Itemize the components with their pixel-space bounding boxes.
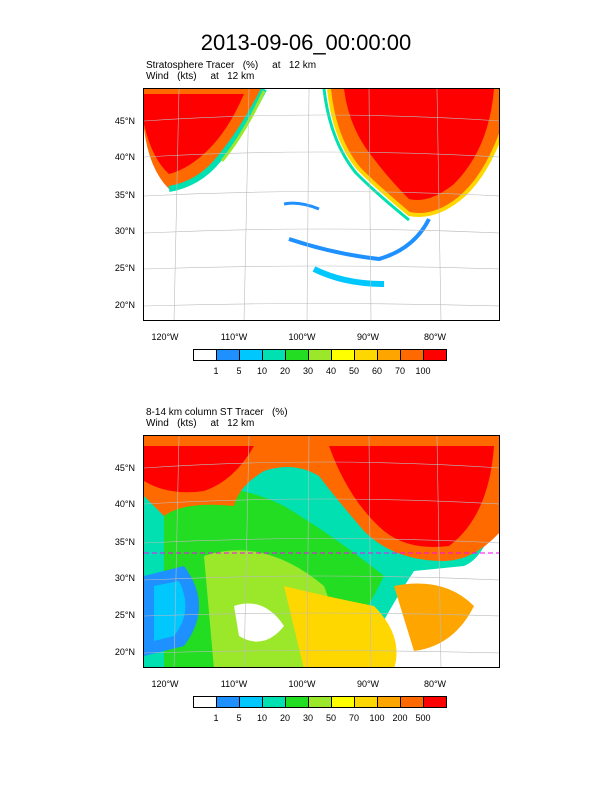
panel1-lon-120: 120°W — [151, 332, 179, 342]
colorbar-tick-label: 50 — [325, 713, 336, 723]
panel1-title-line1: Stratosphere Tracer (%) at 12 km — [146, 60, 317, 71]
colorbar-tick-label: 200 — [392, 713, 408, 723]
panel1-map — [143, 88, 500, 321]
panel2-lat-25: 25°N — [114, 610, 135, 620]
panel2-lon-90: 90°W — [356, 679, 380, 689]
main-title: 2013-09-06_00:00:00 — [200, 30, 412, 55]
panel1-lon-90: 90°W — [356, 332, 380, 342]
colorbar-box — [239, 349, 263, 361]
colorbar-tick-label: 70 — [348, 713, 359, 723]
colorbar-tick-label: 40 — [325, 366, 336, 376]
panel1-lat-45: 45°N — [114, 116, 135, 126]
colorbar-box — [400, 696, 424, 708]
panel1-lat-20: 20°N — [114, 300, 135, 310]
colorbar-box — [377, 696, 401, 708]
colorbar-tick-label: 5 — [236, 366, 242, 376]
colorbar-box — [354, 349, 378, 361]
colorbar-box — [331, 349, 355, 361]
colorbar-box — [423, 696, 447, 708]
colorbar-tick-label: 30 — [302, 713, 313, 723]
colorbar-tick-label: 50 — [348, 366, 359, 376]
colorbar-tick-label: 5 — [236, 713, 242, 723]
colorbar-box — [400, 349, 424, 361]
panel2-lat-35: 35°N — [114, 537, 135, 547]
panel1-lat-35: 35°N — [114, 190, 135, 200]
colorbar-box — [423, 349, 447, 361]
panel2-map — [143, 435, 500, 668]
colorbar-tick-label: 20 — [279, 713, 290, 723]
colorbar-tick-label: 20 — [279, 366, 290, 376]
panel2-lat-20: 20°N — [114, 647, 135, 657]
colorbar-box — [377, 349, 401, 361]
panel2-lat-45: 45°N — [114, 463, 135, 473]
colorbar-tick-label: 30 — [302, 366, 313, 376]
panel1-map-svg — [144, 89, 499, 320]
colorbar-box — [308, 696, 332, 708]
colorbar-box — [262, 696, 286, 708]
colorbar-box — [285, 696, 309, 708]
colorbar-tick-label: 500 — [415, 713, 431, 723]
colorbar-box — [193, 696, 217, 708]
colorbar-tick-label: 100 — [415, 366, 431, 376]
panel1-lon-80: 80°W — [423, 332, 447, 342]
panel2-title-line2: Wind (kts) at 12 km — [146, 418, 255, 429]
panel2-lat-40: 40°N — [114, 499, 135, 509]
panel2-lon-100: 100°W — [288, 679, 316, 689]
panel1-lat-40: 40°N — [114, 152, 135, 162]
colorbar-tick-label: 70 — [394, 366, 405, 376]
colorbar-box — [216, 696, 240, 708]
colorbar-tick-label: 1 — [213, 713, 219, 723]
colorbar-box — [262, 349, 286, 361]
panel2-lat-30: 30°N — [114, 573, 135, 583]
panel2-lon-120: 120°W — [151, 679, 179, 689]
colorbar-box — [193, 349, 217, 361]
panel2-title-line1: 8-14 km column ST Tracer (%) — [146, 407, 288, 418]
panel1-lon-100: 100°W — [288, 332, 316, 342]
colorbar-tick-label: 10 — [256, 713, 267, 723]
colorbar-tick-label: 1 — [213, 366, 219, 376]
colorbar-tick-label: 10 — [256, 366, 267, 376]
panel1-lat-25: 25°N — [114, 263, 135, 273]
colorbar-box — [285, 349, 309, 361]
colorbar-box — [216, 349, 240, 361]
colorbar-tick-label: 100 — [369, 713, 385, 723]
colorbar-box — [239, 696, 263, 708]
panel1-lat-30: 30°N — [114, 226, 135, 236]
colorbar-tick-label: 60 — [371, 366, 382, 376]
panel1-lon-110: 110°W — [220, 332, 248, 342]
panel1-title-line2: Wind (kts) at 12 km — [146, 71, 255, 82]
panel2-lon-80: 80°W — [423, 679, 447, 689]
colorbar-box — [308, 349, 332, 361]
panel2-lon-110: 110°W — [220, 679, 248, 689]
panel2-map-svg — [144, 436, 499, 667]
colorbar-box — [331, 696, 355, 708]
colorbar-box — [354, 696, 378, 708]
